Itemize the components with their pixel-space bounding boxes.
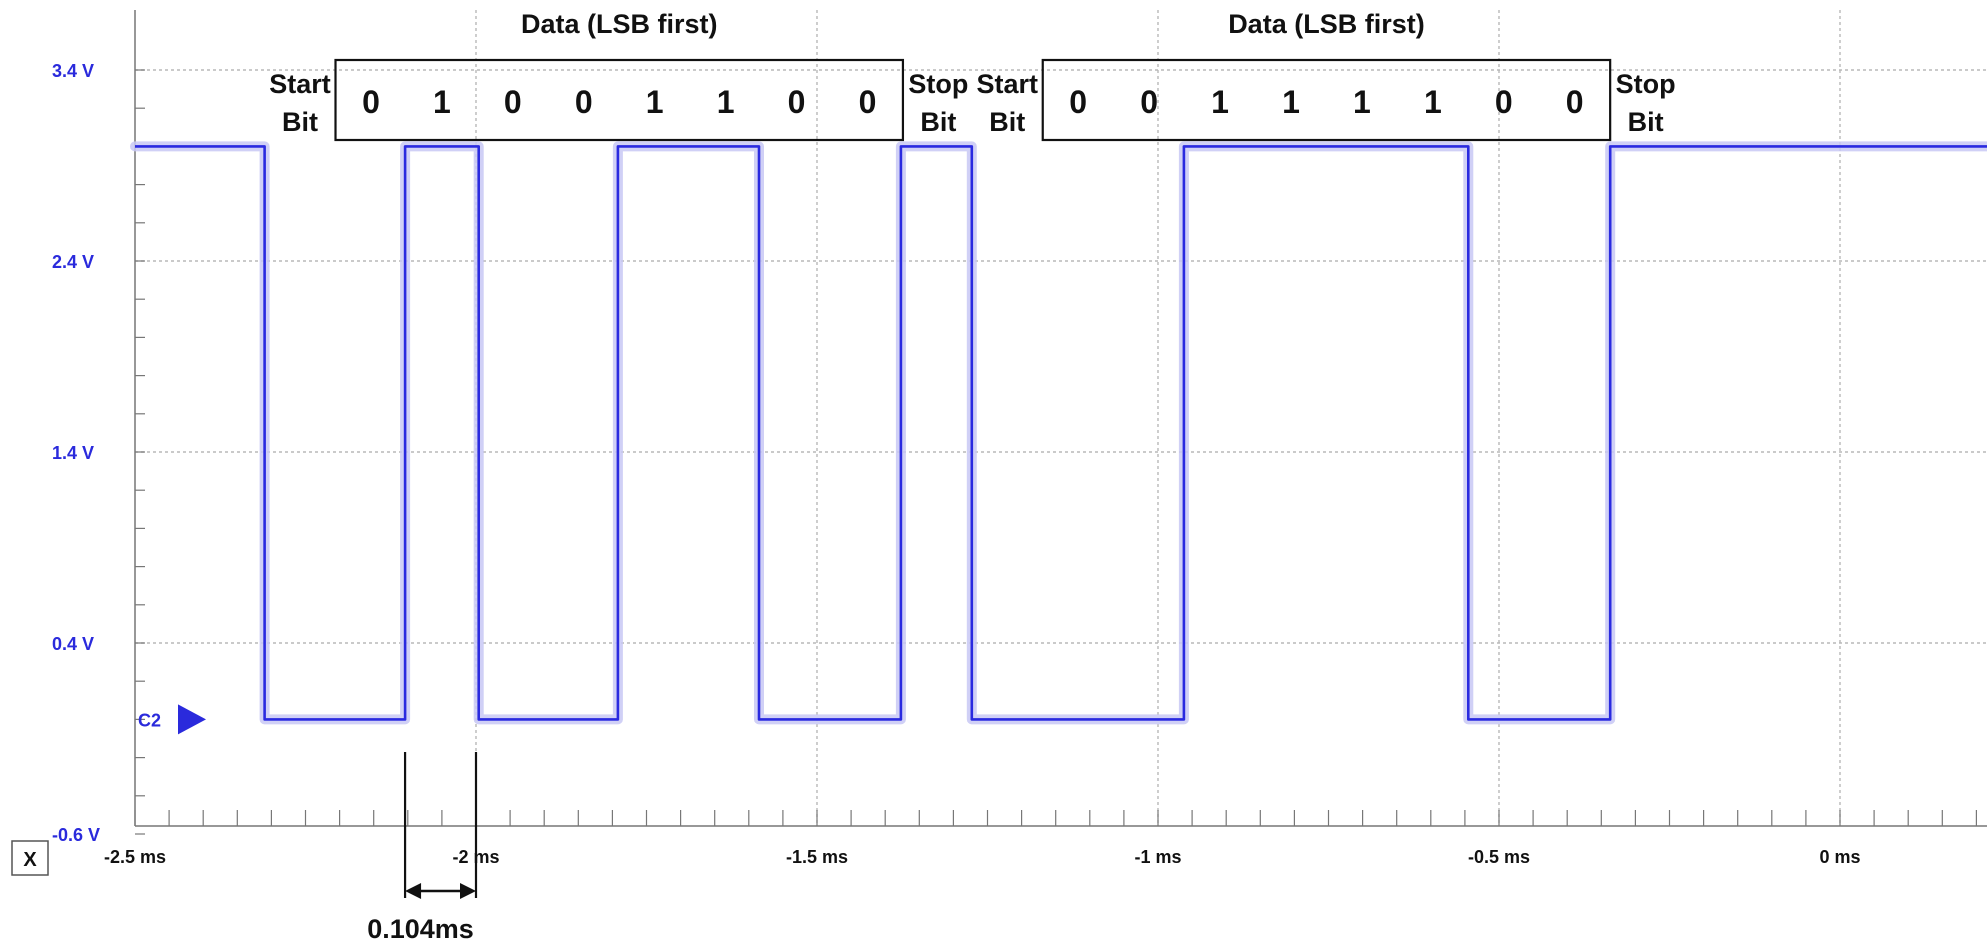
data-bit-digit: 1: [1282, 84, 1300, 120]
x-axis-button[interactable]: X: [11, 840, 49, 876]
x-tick-label: -0.5 ms: [1468, 847, 1530, 867]
stop-bit-label: Bit: [920, 107, 956, 137]
x-axis-ticks: -2.5 ms -2 ms -1.5 ms -1 ms -0.5 ms 0 ms: [104, 810, 1978, 867]
measurement-arrow-right: [460, 883, 476, 899]
measurement-label: 0.104ms: [367, 914, 474, 944]
start-bit-label: Bit: [282, 107, 318, 137]
data-bits-box: [334, 58, 905, 142]
data-bits-box: [1041, 58, 1612, 142]
x-button-frame: [11, 840, 49, 876]
x-button-label: X: [23, 849, 37, 871]
data-header-label: Data (LSB first): [1228, 9, 1425, 39]
y-axis-ticks: 3.4 V 2.4 V 1.4 V 0.4 V -0.6 V: [52, 61, 145, 845]
bit-width-measurement: 0.104ms: [367, 752, 478, 944]
y-tick-label: 1.4 V: [52, 443, 94, 463]
start-bit-label: Start: [269, 69, 331, 99]
data-bit-digit: 0: [1140, 84, 1158, 120]
data-header-label: Data (LSB first): [521, 9, 718, 39]
grid-lines: [135, 10, 1987, 826]
uart-frame-annotations: Data (LSB first) 0 1 0 0 1 1 0 0 Start Bit Stop Bit D…: [269, 9, 1676, 142]
data-bit-digit: 1: [1424, 84, 1442, 120]
x-tick-label: -2.5 ms: [104, 847, 166, 867]
signal-trace: [130, 141, 1987, 725]
data-bit-digit: 0: [1069, 84, 1087, 120]
measurement-arrow-left: [405, 883, 422, 899]
data-bit-digit: 0: [1495, 84, 1513, 120]
channel-marker-triangle: [178, 704, 206, 735]
start-bit-label: Start: [977, 69, 1039, 99]
y-tick-label: -0.6 V: [52, 825, 100, 845]
data-bit-digit: 0: [788, 84, 806, 120]
y-tick-label: 3.4 V: [52, 61, 94, 81]
start-bit-label: Bit: [989, 107, 1025, 137]
data-bit-digit: 1: [1353, 84, 1371, 120]
stop-bit-label: Bit: [1628, 107, 1664, 137]
data-bit-digit: 0: [504, 84, 522, 120]
signal-trace-line: [135, 145, 1987, 721]
data-bit-digit: 0: [362, 84, 380, 120]
data-bit-digit: 1: [646, 84, 664, 120]
channel-label: C2: [138, 710, 161, 730]
data-bit-digit: 1: [717, 84, 735, 120]
data-bit-digit: 1: [433, 84, 451, 120]
data-bit-digit: 0: [575, 84, 593, 120]
stop-bit-label: Stop: [1616, 69, 1676, 99]
data-bit-digit: 1: [1211, 84, 1229, 120]
x-tick-label: 0 ms: [1819, 847, 1860, 867]
x-tick-label: -1 ms: [1134, 847, 1181, 867]
x-tick-label: -1.5 ms: [786, 847, 848, 867]
data-bit-digit: 0: [1566, 84, 1584, 120]
y-tick-label: 2.4 V: [52, 252, 94, 272]
data-bit-digit: 0: [859, 84, 877, 120]
y-tick-label: 0.4 V: [52, 634, 94, 654]
channel-marker[interactable]: C2: [138, 704, 206, 735]
stop-bit-label: Stop: [908, 69, 968, 99]
